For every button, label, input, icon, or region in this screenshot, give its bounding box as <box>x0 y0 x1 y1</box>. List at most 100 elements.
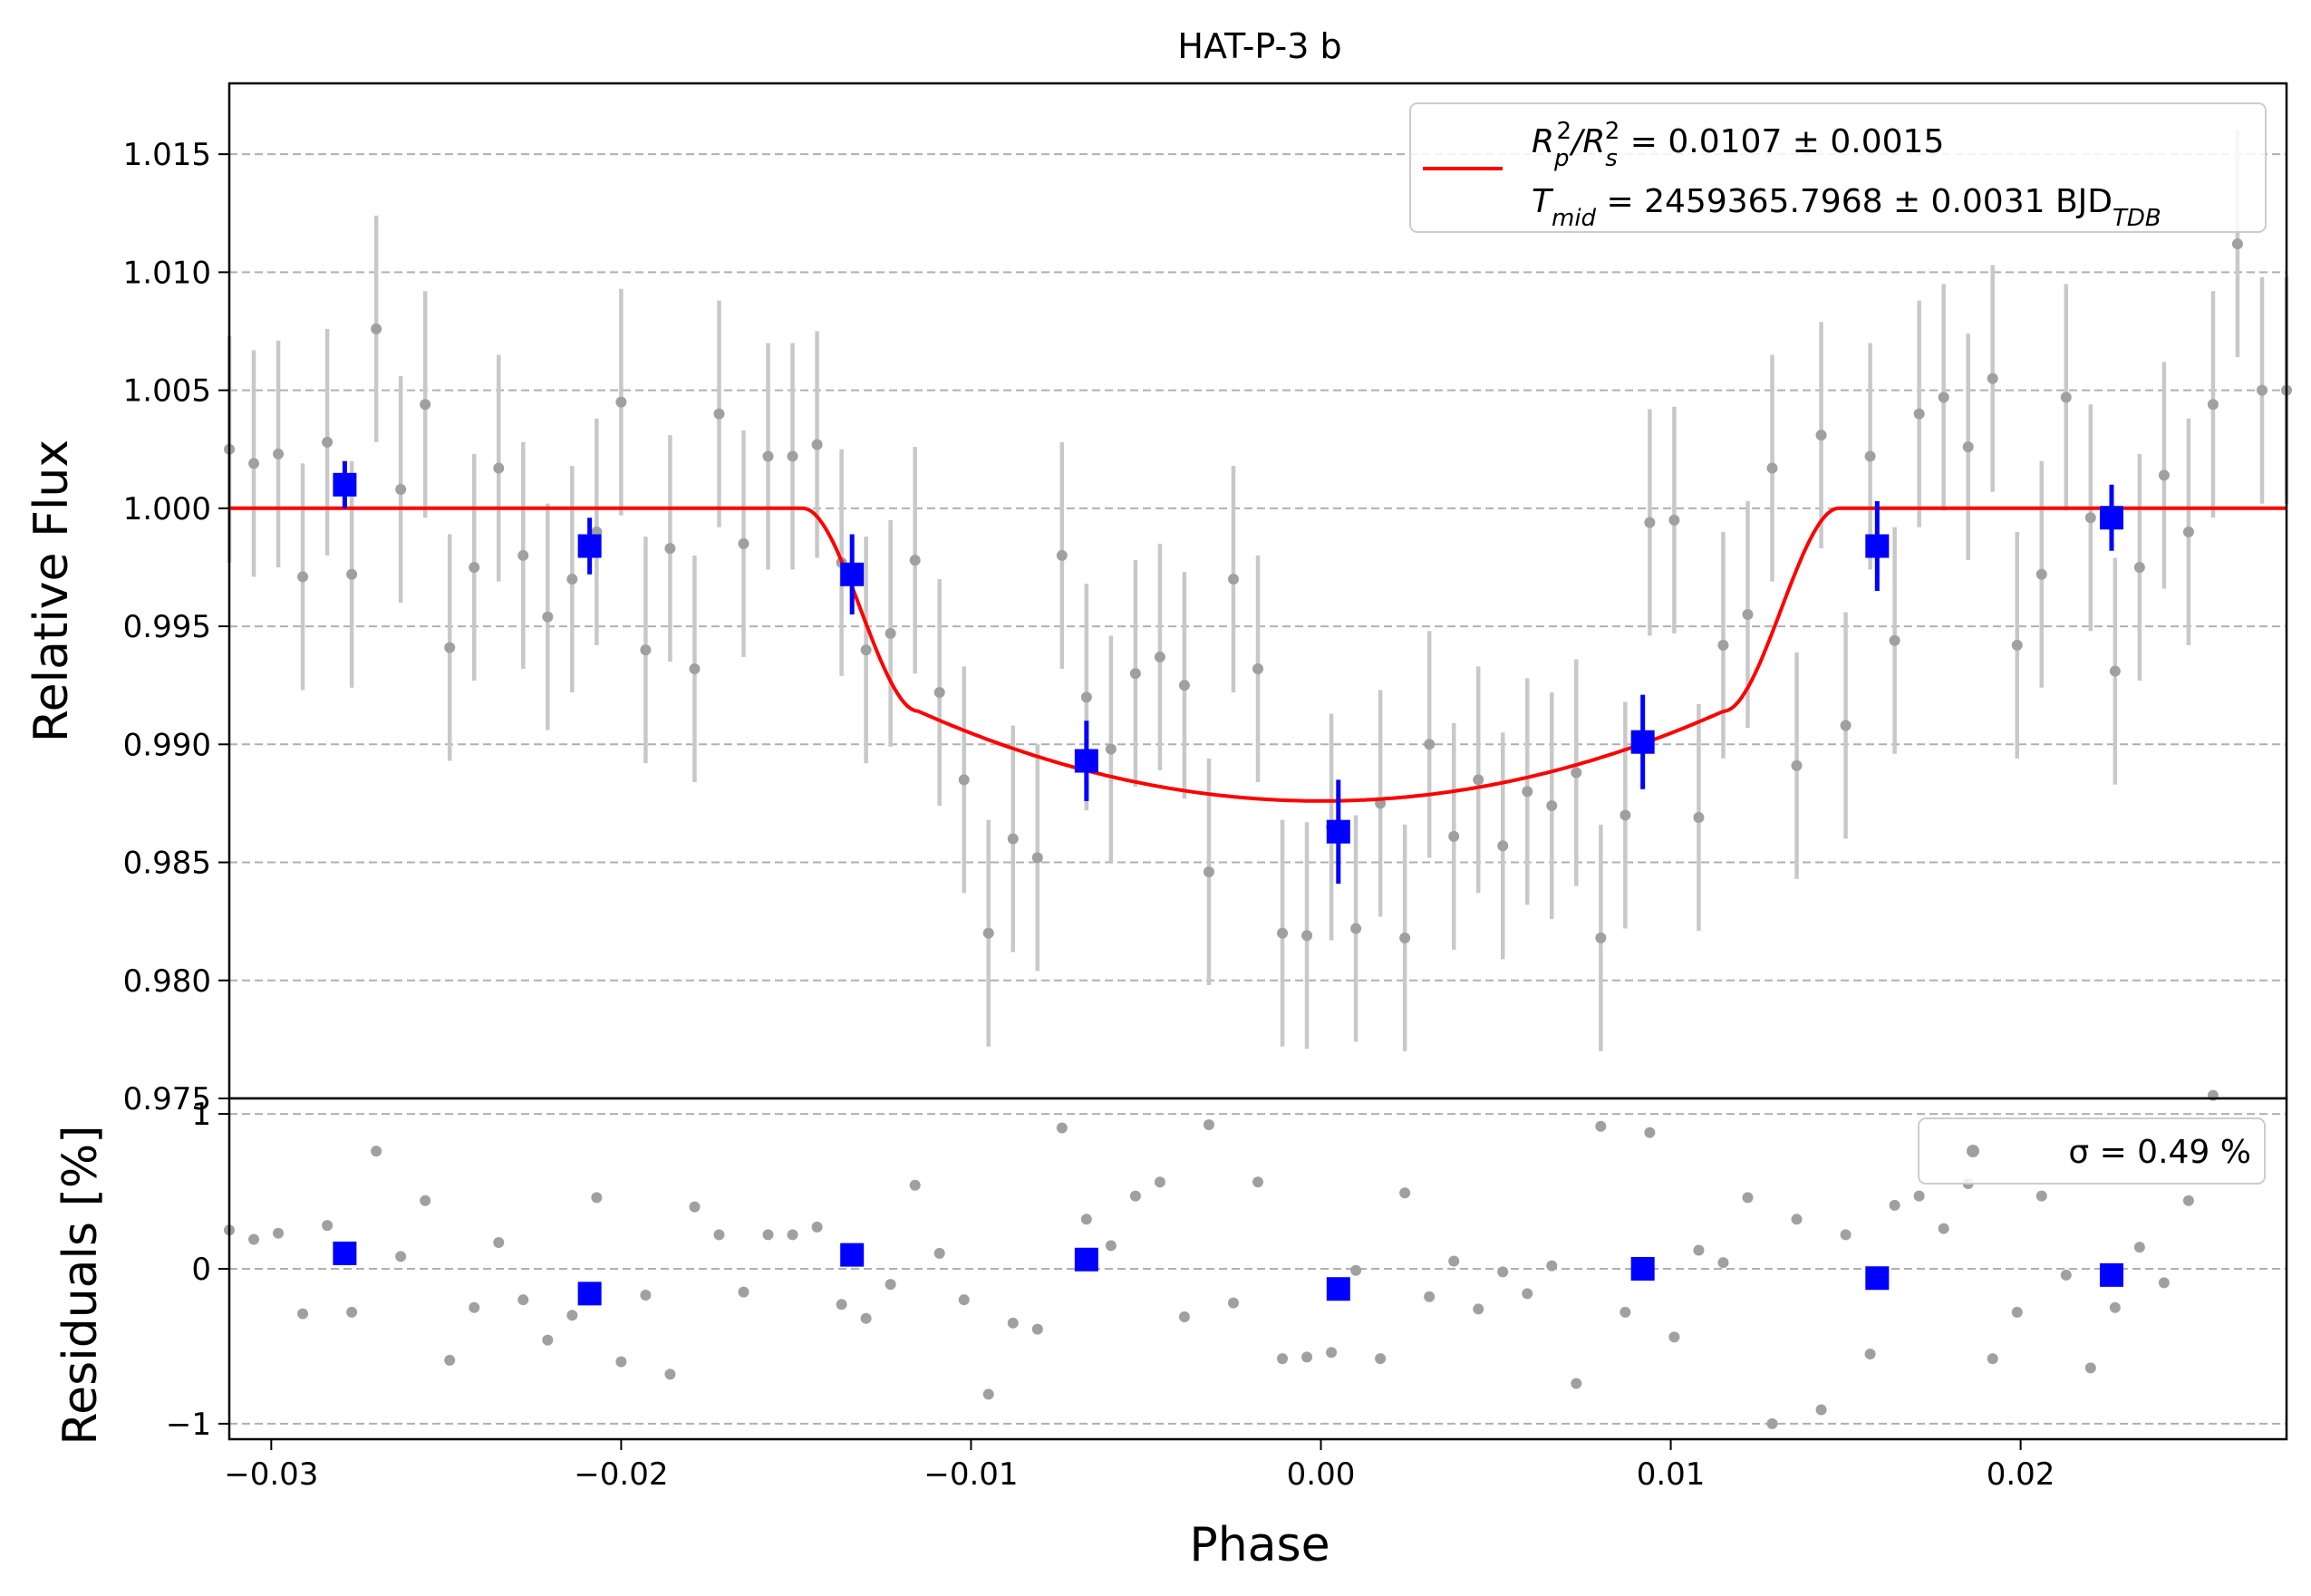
residual-point <box>1742 1192 1754 1204</box>
residual-point <box>2109 1301 2121 1313</box>
flux-y-tick-label: 0.990 <box>123 727 211 763</box>
flux-y-tick-label: 1.000 <box>123 491 211 527</box>
residual-point <box>1938 1223 1949 1234</box>
residual-point <box>1399 1187 1411 1199</box>
residual-point <box>664 1369 676 1380</box>
flux-observation <box>248 458 260 469</box>
flux-observation <box>1473 774 1484 786</box>
flux-observation <box>2109 665 2121 677</box>
flux-observation <box>1546 800 1558 812</box>
flux-observation <box>1424 739 1436 750</box>
phase-x-tick-label: −0.02 <box>574 1456 668 1493</box>
flux-observation <box>346 568 358 580</box>
flux-observation <box>1693 812 1705 824</box>
residual-point <box>395 1251 407 1262</box>
phase-x-tick-label: 0.02 <box>1987 1456 2055 1493</box>
residual-point <box>787 1229 798 1241</box>
flux-observation <box>1227 573 1239 585</box>
flux-observation <box>395 484 407 495</box>
flux-legend: Rp2/Rs2 = 0.0107 ± 0.0015 Tmid = 2459365… <box>1409 102 2267 233</box>
residual-binned-point <box>1865 1266 1890 1291</box>
residual-binned-point <box>577 1282 602 1306</box>
flux-observation <box>2035 568 2047 580</box>
flux-y-tick-label: 1.010 <box>123 255 211 291</box>
residual-point <box>542 1334 554 1346</box>
flux-y-tick-label: 1.005 <box>123 373 211 410</box>
flux-observation <box>2011 639 2023 651</box>
flux-observation <box>1522 786 1533 798</box>
residual-point <box>1571 1378 1582 1389</box>
phase-x-tick-label: −0.03 <box>224 1456 318 1493</box>
flux-binned-point <box>1074 749 1098 773</box>
residual-point <box>1350 1264 1362 1276</box>
residuals-gridlines <box>229 1113 2287 1425</box>
residual-point <box>1522 1288 1533 1300</box>
flux-observation <box>371 323 382 334</box>
residual-point <box>640 1290 652 1301</box>
residual-point <box>1987 1353 1998 1365</box>
residuals-legend-label: σ = 0.49 % <box>2068 1134 2251 1171</box>
residual-point <box>1227 1297 1239 1309</box>
residuals-y-tick-label: −1 <box>166 1407 211 1443</box>
residual-point <box>248 1233 260 1245</box>
flux-observation <box>1080 692 1092 703</box>
flux-observation <box>1178 680 1190 692</box>
flux-legend-mid-transit: Tmid = 2459365.7968 ± 0.0031 BJDTDB <box>1532 183 2161 232</box>
residual-point <box>1154 1176 1165 1188</box>
flux-observation <box>713 408 725 420</box>
flux-y-tick-label: 0.985 <box>123 846 211 882</box>
residual-point <box>2060 1269 2072 1281</box>
flux-observation <box>517 549 529 561</box>
residuals-y-tick-label: 0 <box>191 1252 211 1288</box>
residual-point <box>1546 1260 1558 1272</box>
flux-observation <box>1497 840 1509 852</box>
flux-observation <box>322 436 334 448</box>
residual-point <box>933 1247 945 1259</box>
flux-observation <box>2231 238 2243 250</box>
residual-point <box>1031 1323 1043 1335</box>
residual-binned-point <box>1326 1277 1350 1301</box>
residual-point <box>982 1388 994 1400</box>
residual-point <box>469 1301 480 1313</box>
residual-point <box>1889 1199 1900 1211</box>
phase-x-tick-label: −0.01 <box>923 1456 1018 1493</box>
flux-binned-point <box>2099 506 2123 530</box>
flux-observation <box>933 687 945 698</box>
residual-point <box>1056 1122 1068 1134</box>
flux-observation <box>1031 852 1043 864</box>
flux-observation <box>1644 517 1656 528</box>
flux-observation <box>469 561 480 573</box>
residual-point <box>615 1356 627 1368</box>
residual-point <box>713 1229 725 1241</box>
flux-observation <box>1129 668 1141 680</box>
flux-observation <box>1399 932 1411 943</box>
phase-x-tick-label: 0.00 <box>1287 1456 1356 1493</box>
flux-observation <box>787 450 798 462</box>
flux-panel: 0.975 0.980 0.985 0.990 0.995 1.000 1.005 1.010… <box>24 82 2292 1117</box>
residual-point <box>1277 1353 1289 1365</box>
residuals-y-tick-label: 1 <box>191 1097 211 1133</box>
flux-observation <box>1154 651 1165 663</box>
residual-point <box>1864 1349 1876 1359</box>
flux-observation <box>909 555 921 566</box>
residual-point <box>1717 1257 1729 1269</box>
residual-binned-point <box>1074 1247 1098 1272</box>
residual-point <box>1448 1255 1460 1267</box>
residual-point <box>1644 1127 1656 1138</box>
residual-point <box>1497 1266 1509 1278</box>
flux-observation <box>2133 561 2145 573</box>
residuals-y-axis-title: Residuals [%] <box>53 1125 108 1445</box>
residual-point <box>1007 1317 1019 1329</box>
flux-observation <box>1277 927 1289 939</box>
residual-point <box>297 1308 309 1320</box>
residuals-legend-marker <box>1967 1145 1979 1157</box>
flux-observation <box>420 399 431 411</box>
flux-observation <box>1668 514 1680 526</box>
residual-point <box>1252 1176 1263 1188</box>
flux-observation <box>1864 450 1876 462</box>
residual-point <box>909 1179 921 1191</box>
flux-y-tick-label: 1.015 <box>123 137 211 173</box>
residuals-panel: −1 0 1 −0.03 −0.02 −0.01 0.00 0.01 0.02 Residua… <box>53 1089 2288 1572</box>
residual-binned-point <box>1630 1257 1655 1281</box>
residual-point <box>1129 1190 1141 1202</box>
